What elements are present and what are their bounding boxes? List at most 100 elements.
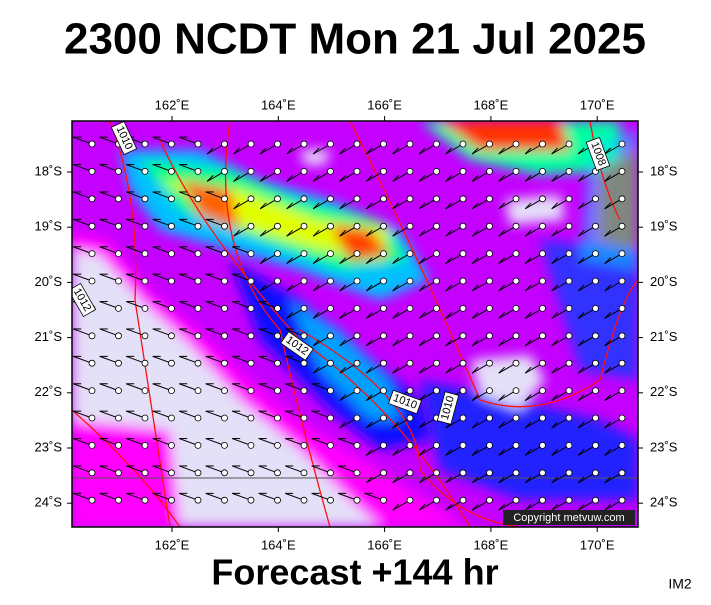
barb-station [327, 167, 334, 175]
barb-station [88, 469, 96, 477]
barb-flag [418, 476, 426, 484]
barb-station [380, 332, 387, 340]
barb-flag [524, 147, 532, 155]
barb-station [88, 414, 96, 422]
barb-flag [498, 394, 506, 401]
barb-flag [524, 312, 532, 319]
barb-station [300, 250, 308, 258]
barb-flag [498, 175, 506, 182]
barb-flag [418, 366, 426, 374]
barb-flag [445, 202, 453, 210]
barb-station [618, 469, 626, 477]
barb-flag [445, 503, 453, 511]
barb-flag [286, 202, 294, 210]
barb-station [327, 469, 334, 477]
barb-station [327, 387, 334, 395]
barb-station [141, 441, 149, 449]
barb-station [274, 195, 281, 203]
barb-station [168, 277, 175, 285]
barb-station [115, 304, 122, 312]
barb-flag [445, 175, 453, 182]
barb-station [88, 441, 96, 449]
barb-station [565, 222, 573, 230]
barb-station [565, 167, 573, 175]
barb-flag [445, 449, 453, 456]
barb-station [327, 140, 334, 148]
lon-label: 164˚E [261, 537, 296, 552]
barb-flag [577, 339, 585, 347]
barb-station [327, 195, 334, 203]
barb-flag [392, 257, 400, 264]
barb-station [300, 277, 308, 285]
barb-station [141, 414, 149, 422]
barb-station [539, 167, 546, 175]
barb-flag [551, 503, 559, 511]
barb-flag [418, 284, 426, 292]
barb-station [539, 195, 546, 203]
barb-station [141, 304, 149, 312]
barb-station [380, 140, 387, 148]
barb-flag [365, 476, 373, 484]
barb-station [380, 441, 387, 449]
barb-station [380, 195, 387, 203]
barb-station [380, 469, 387, 477]
barb-station [194, 441, 202, 449]
barb-flag [418, 394, 426, 401]
barb-station [380, 250, 387, 258]
barb-station [194, 359, 202, 367]
barb-station [565, 277, 573, 285]
barb-station [539, 387, 546, 395]
barb-station [380, 496, 387, 504]
barb-station [592, 441, 599, 449]
barb-station [592, 359, 599, 367]
barb-flag [259, 284, 267, 292]
barb-station [221, 304, 228, 312]
barb-flag [339, 312, 347, 319]
barb-station [592, 496, 599, 504]
barb-flag [445, 257, 453, 264]
barb-station [247, 359, 255, 367]
barb-flag [339, 257, 347, 264]
barb-station [512, 359, 520, 367]
barb-station [433, 359, 440, 367]
barb-station [247, 469, 255, 477]
barb-flag [339, 202, 347, 210]
barb-station [115, 332, 122, 340]
barb-flag [471, 503, 479, 511]
barb-station [221, 250, 228, 258]
barb-flag [577, 284, 585, 292]
barb-station [300, 441, 308, 449]
barb-station [221, 414, 228, 422]
barb-station [88, 332, 96, 340]
barb-flag [339, 394, 347, 401]
barb-station [353, 359, 361, 367]
barb-flag [551, 229, 559, 237]
barb-flag [259, 175, 267, 182]
barb-station [565, 304, 573, 312]
barb-station [433, 469, 440, 477]
barb-flag [365, 202, 373, 210]
barb-flag [577, 366, 585, 374]
barb-station [115, 469, 122, 477]
barb-flag [471, 147, 479, 155]
barb-flag [577, 257, 585, 264]
barb-station [115, 277, 122, 285]
barb-station [433, 167, 440, 175]
barb-station [406, 387, 414, 395]
barb-flag [259, 257, 267, 264]
barb-station [141, 277, 149, 285]
barb-flag [312, 257, 320, 264]
barb-station [539, 496, 546, 504]
barb-flag [339, 366, 347, 374]
barb-flag [365, 257, 373, 264]
barb-flag [206, 175, 214, 182]
barb-station [565, 250, 573, 258]
barb-station [300, 414, 308, 422]
barb-flag [498, 229, 506, 237]
barb-flag [604, 366, 612, 374]
barb-flag [365, 312, 373, 319]
barb-flag [392, 147, 400, 155]
barb-station [274, 222, 281, 230]
barb-flag [524, 339, 532, 347]
lat-label: 24˚S [650, 495, 678, 510]
